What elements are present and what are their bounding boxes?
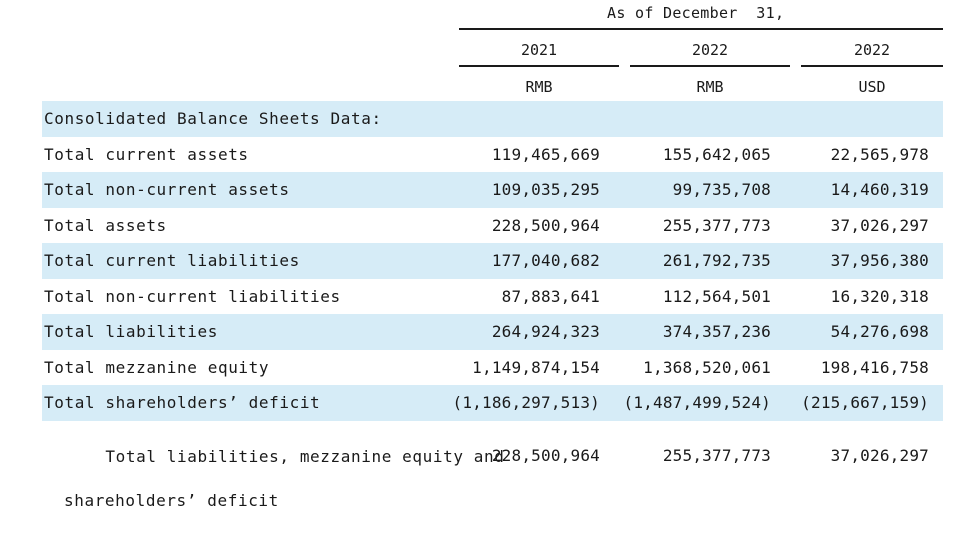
row-label: Total liabilities [44,322,218,341]
value-2021-rmb: 119,465,669 [491,144,600,164]
row-label: Total mezzanine equity [44,357,270,377]
value-2021-rmb: 87,883,641 [501,286,600,306]
value-2022-rmb: 374,357,236 [662,322,771,341]
value-2022-rmb: 255,377,773 [662,445,771,465]
section-title: Consolidated Balance Sheets Data: [44,109,382,128]
table-row: Total current assets 119,465,669 155,642… [0,137,957,173]
row-label: Total current assets [44,144,249,164]
value-2022-usd: 14,460,319 [830,180,929,199]
column-rule-2022-usd [801,65,943,67]
column-year-2022-rmb: 2022 [691,41,729,59]
value-2021-rmb: (1,186,297,513) [452,393,600,412]
table-row: Total liabilities 264,924,323 374,357,23… [0,314,957,350]
value-2021-rmb: 228,500,964 [491,445,600,465]
value-2022-usd: 37,026,297 [830,215,929,235]
value-2022-usd: 198,416,758 [820,357,929,377]
value-2022-usd: 22,565,978 [830,144,929,164]
table-row: Total shareholders’ deficit (1,186,297,5… [0,385,957,421]
table-row: Total mezzanine equity 1,149,874,154 1,3… [0,350,957,386]
table-row: Total non-current assets 109,035,295 99,… [0,172,957,208]
table-row: Total non-current liabilities 87,883,641… [0,279,957,315]
value-2022-rmb: (1,487,499,524) [623,393,771,412]
value-2022-usd: (215,667,159) [801,393,929,412]
value-2022-rmb: 1,368,520,061 [643,357,771,377]
section-title-row: Consolidated Balance Sheets Data: [0,101,957,137]
table-row: Total current liabilities 177,040,682 26… [0,243,957,279]
value-2021-rmb: 1,149,874,154 [472,357,600,377]
as-of-date-header: As of December 31, [607,4,785,22]
row-label-line-2: shareholders’ deficit [64,490,279,510]
row-label: Total current liabilities [44,251,300,270]
currency-2022-rmb: RMB [696,78,724,96]
value-2022-usd: 54,276,698 [830,322,929,341]
row-label: Total assets [44,215,167,235]
row-label: Total shareholders’ deficit [44,393,321,412]
row-label-line-1: Total liabilities, mezzanine equity and [105,446,505,466]
value-2022-rmb: 112,564,501 [662,286,771,306]
value-2022-rmb: 255,377,773 [662,215,771,235]
column-year-2022-usd: 2022 [853,41,891,59]
value-2021-rmb: 177,040,682 [491,251,600,270]
table-row: Total assets 228,500,964 255,377,773 37,… [0,208,957,244]
currency-2021: RMB [525,78,553,96]
column-year-2021: 2021 [520,41,558,59]
column-rule-2021 [459,65,619,67]
value-2021-rmb: 109,035,295 [491,180,600,199]
value-2021-rmb: 228,500,964 [491,215,600,235]
row-label: Total liabilities, mezzanine equity and … [44,424,505,556]
header-rule-top [459,28,943,30]
balance-sheet-table: Consolidated Balance Sheets Data: Total … [0,101,957,510]
currency-2022-usd: USD [858,78,886,96]
value-2022-rmb: 99,735,708 [672,180,771,199]
value-2022-usd: 37,956,380 [830,251,929,270]
value-2022-usd: 16,320,318 [830,286,929,306]
value-2021-rmb: 264,924,323 [491,322,600,341]
value-2022-usd: 37,026,297 [830,445,929,465]
row-label: Total non-current assets [44,180,290,199]
value-2022-rmb: 155,642,065 [662,144,771,164]
table-row: Total liabilities, mezzanine equity and … [0,421,957,510]
column-rule-2022-rmb [630,65,790,67]
value-2022-rmb: 261,792,735 [662,251,771,270]
row-label: Total non-current liabilities [44,286,341,306]
